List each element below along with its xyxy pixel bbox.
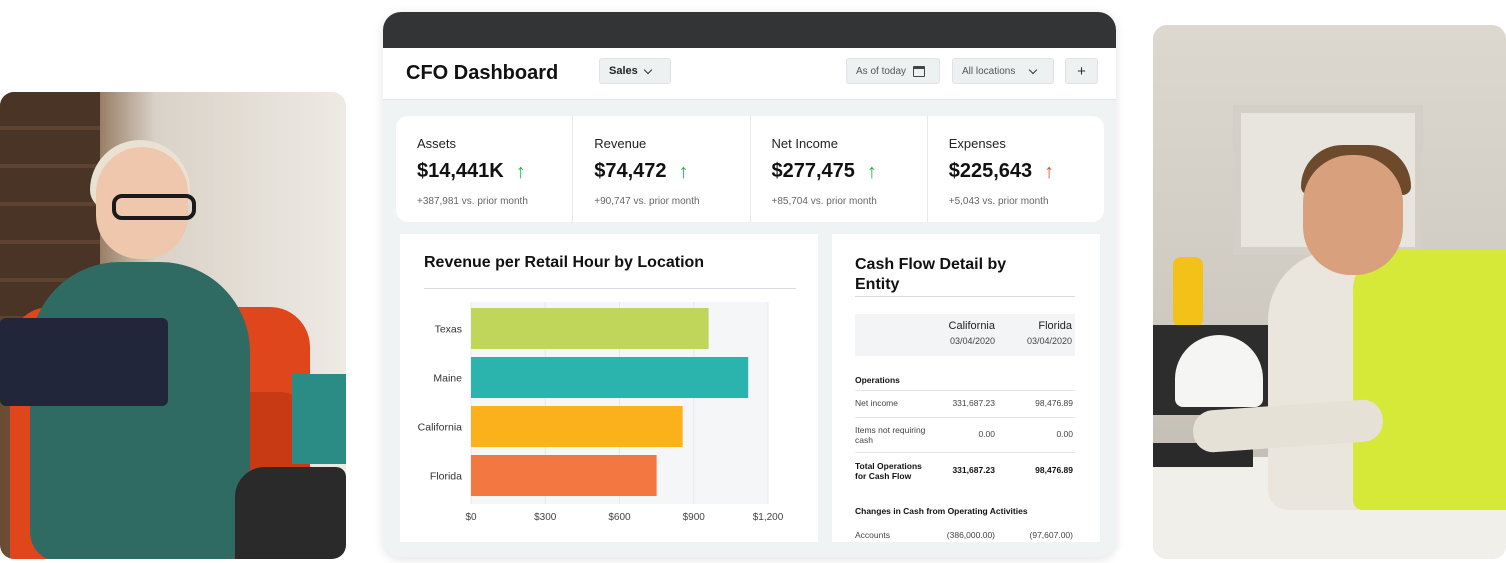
row-label: Items not requiring cash <box>855 425 926 445</box>
y-category-label: Maine <box>433 373 462 385</box>
x-tick-label: $1,200 <box>753 512 784 523</box>
x-tick-label: $0 <box>465 512 477 523</box>
photo-worker-at-computer <box>1153 25 1506 559</box>
bar-texas <box>471 308 709 349</box>
y-category-label: Texas <box>435 324 462 336</box>
kpi-comparison: +90,747 vs. prior month <box>594 196 700 207</box>
section-operations: Operations <box>855 375 900 385</box>
location-dropdown[interactable]: All locations <box>952 58 1054 84</box>
bar-maine <box>471 357 749 398</box>
up-arrow-icon: ↑ <box>866 160 877 183</box>
y-category-label: Florida <box>430 471 462 483</box>
kpi-comparison: +5,043 vs. prior month <box>948 196 1049 207</box>
column-date: 03/04/2020 <box>1026 336 1072 346</box>
row-divider <box>855 390 1075 391</box>
row-divider <box>855 417 1075 418</box>
row-divider <box>855 452 1075 453</box>
up-arrow-icon: ↑ <box>1044 160 1055 183</box>
kpi-revenue[interactable]: Revenue $74,472 ↑ +90,747 vs. prior month <box>573 116 751 222</box>
kpi-net-income[interactable]: Net Income $277,475 ↑ +85,704 vs. prior m… <box>751 116 928 222</box>
row-label: Net income <box>855 398 898 408</box>
kpi-label: Expenses <box>948 136 1006 151</box>
kpi-comparison: +85,704 vs. prior month <box>771 196 877 207</box>
up-arrow-icon: ↑ <box>678 160 689 183</box>
chart-title: Revenue per Retail Hour by Location <box>424 254 705 271</box>
bar-chart: $0 $300 $600 $900 $1,200 Texas Maine California… <box>418 302 784 523</box>
column-name: Florida <box>1038 320 1072 332</box>
row-value-california: 331,687.23 <box>952 465 995 475</box>
kpi-expenses[interactable]: Expenses $225,643 ↑ +5,043 vs. prior mont… <box>928 116 1104 222</box>
row-value-california: (386,000.00) <box>946 530 995 540</box>
row-value-florida: (97,607.00) <box>1029 530 1073 540</box>
chevron-down-icon <box>643 65 652 74</box>
cash-flow-title: Cash Flow Detail by Entity <box>855 256 1007 293</box>
kpi-value: $277,475 <box>771 160 855 182</box>
kpi-row: Assets $14,441K ↑ +387,981 vs. prior mont… <box>396 116 1104 222</box>
date-filter-label: As of today <box>856 65 907 77</box>
row-value-florida: 98,476.89 <box>1035 465 1073 475</box>
cash-flow-column-header: California 03/04/2020 Florida 03/04/2020 <box>855 314 1075 356</box>
location-dropdown-label: All locations <box>962 65 1016 77</box>
column-name: California <box>948 320 995 332</box>
chevron-down-icon <box>1029 65 1038 74</box>
chart-divider <box>424 288 796 289</box>
cash-flow-card: Cash Flow Detail by Entity California 03… <box>832 234 1100 542</box>
calendar-icon <box>913 65 926 77</box>
bar-florida <box>471 455 657 496</box>
column-date: 03/04/2020 <box>949 336 995 346</box>
sales-dropdown-label: Sales <box>609 65 638 77</box>
cfo-dashboard-window: CFO Dashboard Sales As of today All loca… <box>383 12 1116 557</box>
date-filter-button[interactable]: As of today <box>846 58 940 84</box>
x-tick-label: $300 <box>534 512 557 523</box>
kpi-value: $14,441K <box>417 160 504 182</box>
row-value-california: 331,687.23 <box>952 398 995 408</box>
kpi-label: Revenue <box>594 136 647 151</box>
y-category-label: California <box>418 422 463 434</box>
cash-flow-divider <box>855 296 1075 297</box>
window-top-bar <box>383 12 1116 48</box>
sales-dropdown[interactable]: Sales <box>599 58 671 84</box>
column-florida: Florida 03/04/2020 <box>1027 320 1072 346</box>
section-changes-in-cash: Changes in Cash from Operating Activitie… <box>855 506 1028 516</box>
photo-woman-with-laptop <box>0 92 346 559</box>
row-label: Total Operations for Cash Flow <box>855 461 922 481</box>
kpi-assets[interactable]: Assets $14,441K ↑ +387,981 vs. prior mont… <box>396 116 574 222</box>
bar-california <box>471 406 683 447</box>
row-value-florida: 98,476.89 <box>1035 398 1073 408</box>
kpi-label: Net Income <box>771 136 838 151</box>
dashboard-header: CFO Dashboard Sales As of today All loca… <box>383 48 1116 100</box>
column-california: California 03/04/2020 <box>949 320 995 346</box>
kpi-value: $225,643 <box>948 160 1033 182</box>
up-arrow-icon: ↑ <box>515 160 526 183</box>
row-value-florida: 0.00 <box>1056 429 1073 439</box>
row-label: Accounts <box>855 530 890 540</box>
kpi-value: $74,472 <box>594 160 667 182</box>
add-widget-button[interactable]: + <box>1065 58 1098 84</box>
kpi-label: Assets <box>417 136 457 151</box>
page-title: CFO Dashboard <box>406 62 559 84</box>
x-tick-label: $900 <box>683 512 706 523</box>
row-value-california: 0.00 <box>978 429 995 439</box>
kpi-comparison: +387,981 vs. prior month <box>417 196 528 207</box>
x-tick-label: $600 <box>608 512 631 523</box>
revenue-chart-card: Revenue per Retail Hour by Location $0 $3… <box>400 234 818 542</box>
